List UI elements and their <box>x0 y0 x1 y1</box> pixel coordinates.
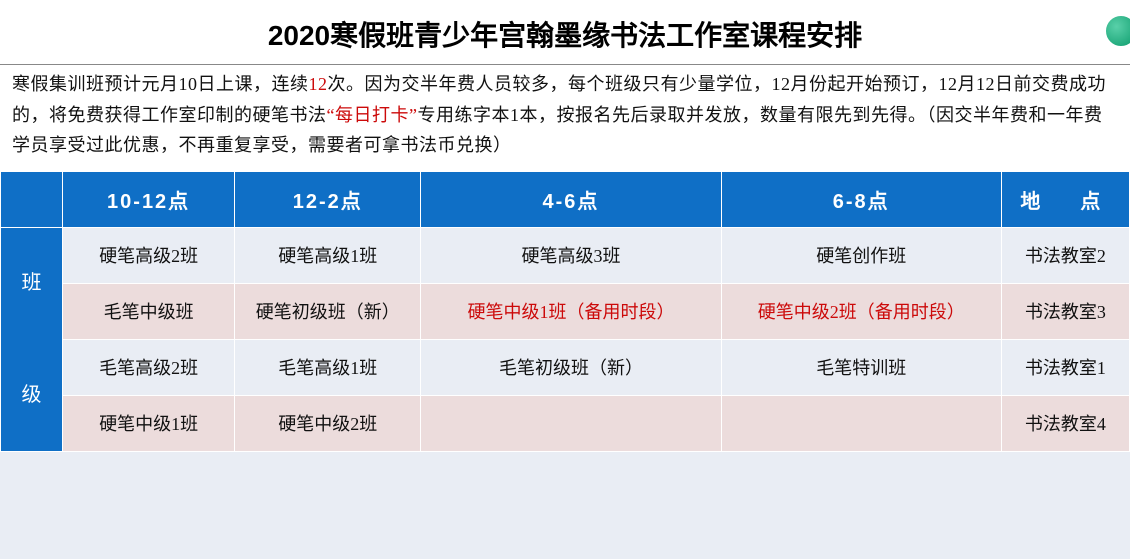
cell: 毛笔中级班 <box>63 283 235 339</box>
cell: 毛笔高级1班 <box>235 339 421 395</box>
cell: 硬笔高级3班 <box>421 227 721 283</box>
table-row: 硬笔中级1班 硬笔中级2班 书法教室4 <box>1 395 1130 451</box>
cell: 毛笔特训班 <box>721 339 1001 395</box>
table-row: 班级 硬笔高级2班 硬笔高级1班 硬笔高级3班 硬笔创作班 书法教室2 <box>1 227 1130 283</box>
page-title: 2020寒假班青少年宫翰墨缘书法工作室课程安排 <box>0 0 1130 64</box>
badge-icon <box>1104 14 1130 48</box>
cell-location: 书法教室4 <box>1001 395 1129 451</box>
col-header: 6-8点 <box>721 171 1001 227</box>
description: 寒假集训班预计元月10日上课，连续12次。因为交半年费人员较多，每个班级只有少量… <box>0 64 1130 171</box>
cell-location: 书法教室2 <box>1001 227 1129 283</box>
col-header: 12-2点 <box>235 171 421 227</box>
cell: 硬笔中级1班 <box>63 395 235 451</box>
cell: 硬笔高级1班 <box>235 227 421 283</box>
row-header-class: 班级 <box>1 227 63 451</box>
cell: 硬笔高级2班 <box>63 227 235 283</box>
desc-red: 12 <box>309 74 328 94</box>
schedule-table: 10-12点 12-2点 4-6点 6-8点 地 点 班级 硬笔高级2班 硬笔高… <box>0 171 1130 452</box>
cell: 硬笔中级1班（备用时段） <box>421 283 721 339</box>
header-row: 10-12点 12-2点 4-6点 6-8点 地 点 <box>1 171 1130 227</box>
cell: 硬笔中级2班（备用时段） <box>721 283 1001 339</box>
col-header: 10-12点 <box>63 171 235 227</box>
corner-cell <box>1 171 63 227</box>
col-header-location: 地 点 <box>1001 171 1129 227</box>
cell-location: 书法教室3 <box>1001 283 1129 339</box>
cell-location: 书法教室1 <box>1001 339 1129 395</box>
table-row: 毛笔中级班 硬笔初级班（新） 硬笔中级1班（备用时段） 硬笔中级2班（备用时段）… <box>1 283 1130 339</box>
cell <box>721 395 1001 451</box>
cell: 硬笔中级2班 <box>235 395 421 451</box>
cell <box>421 395 721 451</box>
col-header: 4-6点 <box>421 171 721 227</box>
desc-red: “每日打卡” <box>327 105 418 125</box>
desc-part: 寒假集训班预计元月10日上课，连续 <box>12 74 309 94</box>
cell: 硬笔初级班（新） <box>235 283 421 339</box>
cell: 毛笔初级班（新） <box>421 339 721 395</box>
cell: 毛笔高级2班 <box>63 339 235 395</box>
cell: 硬笔创作班 <box>721 227 1001 283</box>
table-row: 毛笔高级2班 毛笔高级1班 毛笔初级班（新） 毛笔特训班 书法教室1 <box>1 339 1130 395</box>
